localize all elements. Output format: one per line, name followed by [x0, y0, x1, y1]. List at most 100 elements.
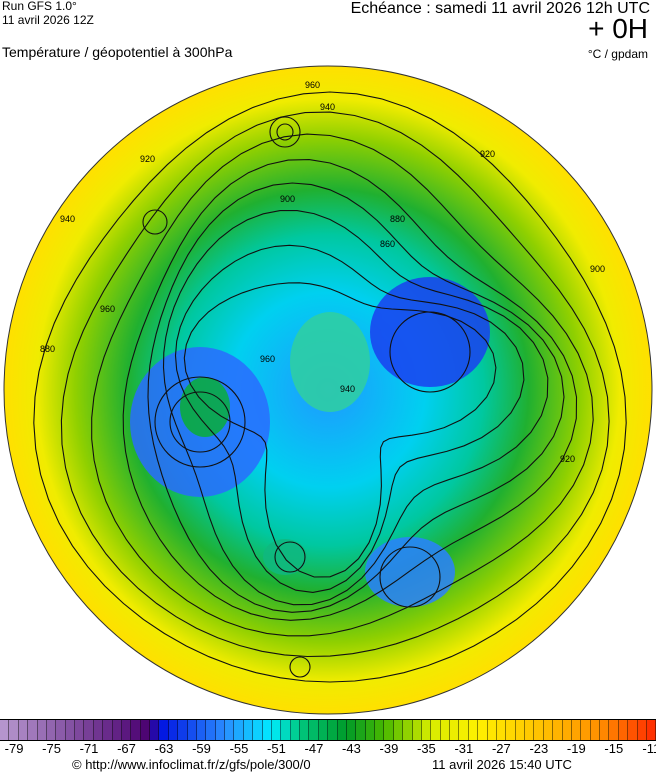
contour-label: 920 — [140, 154, 155, 164]
contour-line — [142, 209, 168, 235]
contour-label: 940 — [320, 102, 335, 112]
units-label: °C / gpdam — [587, 47, 648, 61]
colorbar-swatch — [65, 720, 75, 740]
contour-label: 900 — [280, 194, 295, 204]
colorbar-swatch — [18, 720, 29, 740]
colorbar-swatch — [112, 720, 122, 740]
forecast-time: Echéance : samedi 11 avril 2026 12h UTC — [350, 0, 650, 17]
colorbar-swatch — [253, 720, 263, 740]
colorbar-swatch — [281, 720, 291, 740]
contour-labels: 960 940 920 900 880 860 960 940 920 900 880 960 940 9… — [40, 80, 605, 464]
colorbar-swatch — [506, 720, 516, 740]
colorbar-tick-label: -71 — [79, 741, 99, 756]
colorbar-swatch — [196, 720, 207, 740]
colorbar-swatch — [9, 720, 19, 740]
colorbar-tick-label: -27 — [491, 741, 511, 756]
colorbar-swatch — [46, 720, 57, 740]
colorbar-swatch — [215, 720, 225, 740]
contour-label: 880 — [40, 344, 55, 354]
contour-line — [174, 244, 525, 593]
colorbar-swatch — [421, 720, 432, 740]
colorbar-swatch — [75, 720, 85, 740]
colorbar-tick-label: -79 — [4, 741, 24, 756]
colorbar-tick-label: -39 — [379, 741, 399, 756]
contour-label: 940 — [340, 384, 355, 394]
colorbar-swatch — [609, 720, 619, 740]
colorbar-swatch — [262, 720, 272, 740]
colorbar-swatch — [553, 720, 563, 740]
run-date: 11 avril 2026 12Z — [2, 13, 94, 27]
contour-line — [122, 159, 578, 621]
contour-line — [183, 282, 497, 578]
colorbar-swatch — [600, 720, 610, 740]
colorbar-swatch — [590, 720, 600, 740]
contour-label: 960 — [100, 304, 115, 314]
colorbar-tick-label: -11 — [642, 741, 656, 756]
colorbar-swatch — [478, 720, 488, 740]
colorbar-tick-label: -31 — [454, 741, 474, 756]
generated-time: 11 avril 2026 15:40 UTC — [432, 757, 572, 772]
contour-label: 960 — [260, 354, 275, 364]
contour-line — [33, 91, 627, 683]
contour-line — [162, 210, 549, 606]
colorbar-swatch — [459, 720, 469, 740]
colorbar-swatch — [384, 720, 394, 740]
colorbar-swatch — [618, 720, 629, 740]
colorbar-swatch — [468, 720, 479, 740]
colorbar-swatch — [356, 720, 366, 740]
colorbar-ticks: -79 -75 -71 -67 -63 -59 -55 -51 -47 -43 -39 -35 -31 -… — [0, 741, 656, 757]
contour-line — [276, 123, 294, 141]
contour-line — [169, 391, 231, 453]
colorbar-swatch — [103, 720, 113, 740]
contour-line — [289, 656, 311, 678]
colorbar-swatch — [309, 720, 319, 740]
colorbar-swatch — [346, 720, 357, 740]
colorbar-swatch — [56, 720, 66, 740]
colorbar-swatch — [581, 720, 591, 740]
colorbar-swatch — [131, 720, 141, 740]
colorbar-swatch — [534, 720, 544, 740]
contour-label: 920 — [480, 149, 495, 159]
colorbar-swatch — [0, 720, 10, 740]
colorbar-swatch — [431, 720, 441, 740]
colorbar-swatch — [440, 720, 450, 740]
colorbar-swatch — [150, 720, 160, 740]
geopotential-contours — [33, 91, 627, 683]
contour-line — [154, 376, 246, 468]
colorbar-tick-label: -19 — [566, 741, 586, 756]
copyright-link[interactable]: © http://www.infoclimat.fr/z/gfs/pole/30… — [72, 757, 311, 772]
contour-line — [389, 311, 471, 393]
colorbar-swatch — [375, 720, 385, 740]
colorbar-swatch — [628, 720, 638, 740]
colorbar-tick-label: -67 — [117, 741, 136, 756]
colorbar-swatch — [496, 720, 507, 740]
colorbar-swatch — [140, 720, 150, 740]
colorbar-tick-label: -23 — [529, 741, 549, 756]
run-label: Run GFS 1.0° — [2, 0, 77, 13]
colorbar-swatch — [28, 720, 38, 740]
colorbar-swatch — [178, 720, 188, 740]
colorbar-swatch — [84, 720, 94, 740]
colorbar-swatch — [290, 720, 300, 740]
colorbar-swatch — [337, 720, 347, 740]
colorbar-swatch — [525, 720, 535, 740]
contour-line — [379, 546, 441, 608]
colorbar-swatch — [318, 720, 329, 740]
contour-label: 920 — [560, 454, 575, 464]
colorbar-tick-label: -63 — [154, 741, 174, 756]
contour-line — [60, 111, 610, 658]
contour-label: 940 — [60, 214, 75, 224]
colorbar-tick-label: -59 — [192, 741, 211, 756]
colorbar-swatch — [646, 720, 656, 740]
colorbar-swatch — [168, 720, 179, 740]
colorbar-swatch — [562, 720, 572, 740]
colorbar-swatch — [487, 720, 497, 740]
contour-label: 880 — [390, 214, 405, 224]
map-title: Température / géopotentiel à 300hPa — [2, 44, 233, 60]
contour-label: 900 — [590, 264, 605, 274]
colorbar-swatch — [571, 720, 582, 740]
contour-label: 960 — [305, 80, 320, 90]
colorbar-swatch — [225, 720, 235, 740]
colorbar-swatch — [515, 720, 525, 740]
contour-line — [147, 182, 565, 613]
